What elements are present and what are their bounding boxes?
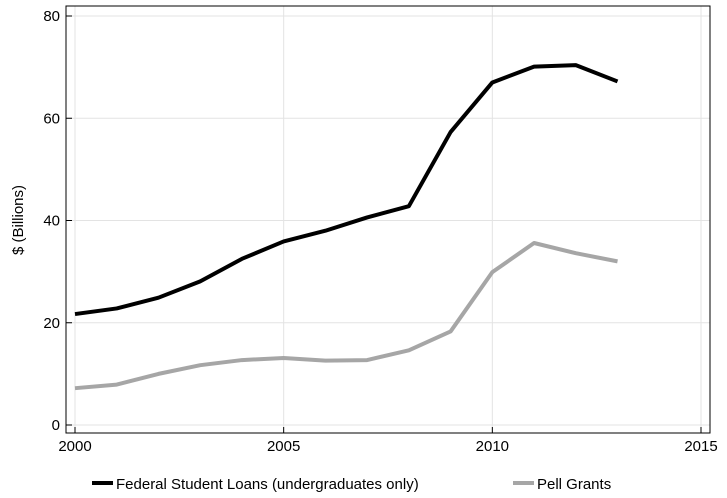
x-tick-label: 2010 (476, 438, 509, 455)
y-tick-label: 40 (43, 213, 60, 230)
legend: Federal Student Loans (undergraduates on… (92, 476, 611, 493)
grid-lines (66, 6, 710, 433)
series-layer (74, 63, 619, 391)
y-tick-label: 0 (52, 417, 60, 434)
x-axis: 2000 2005 2010 2015 (58, 427, 718, 455)
legend-label-federal-loans: Federal Student Loans (undergraduates on… (116, 476, 419, 493)
series-line-federal-loans (74, 63, 619, 317)
x-tick-label: 2015 (684, 438, 717, 455)
y-axis-title: $ (Billions) (10, 185, 27, 255)
plot-frame (65, 5, 711, 434)
x-tick-label: 2005 (267, 438, 300, 455)
y-tick-label: 80 (43, 8, 60, 25)
y-tick-label: 60 (43, 110, 60, 127)
y-axis: 0 20 40 60 80 (43, 8, 72, 434)
x-tick-label: 2000 (58, 438, 91, 455)
series-line-pell-grants (74, 241, 618, 391)
y-tick-label: 20 (43, 315, 60, 332)
legend-label-pell-grants: Pell Grants (537, 476, 611, 493)
